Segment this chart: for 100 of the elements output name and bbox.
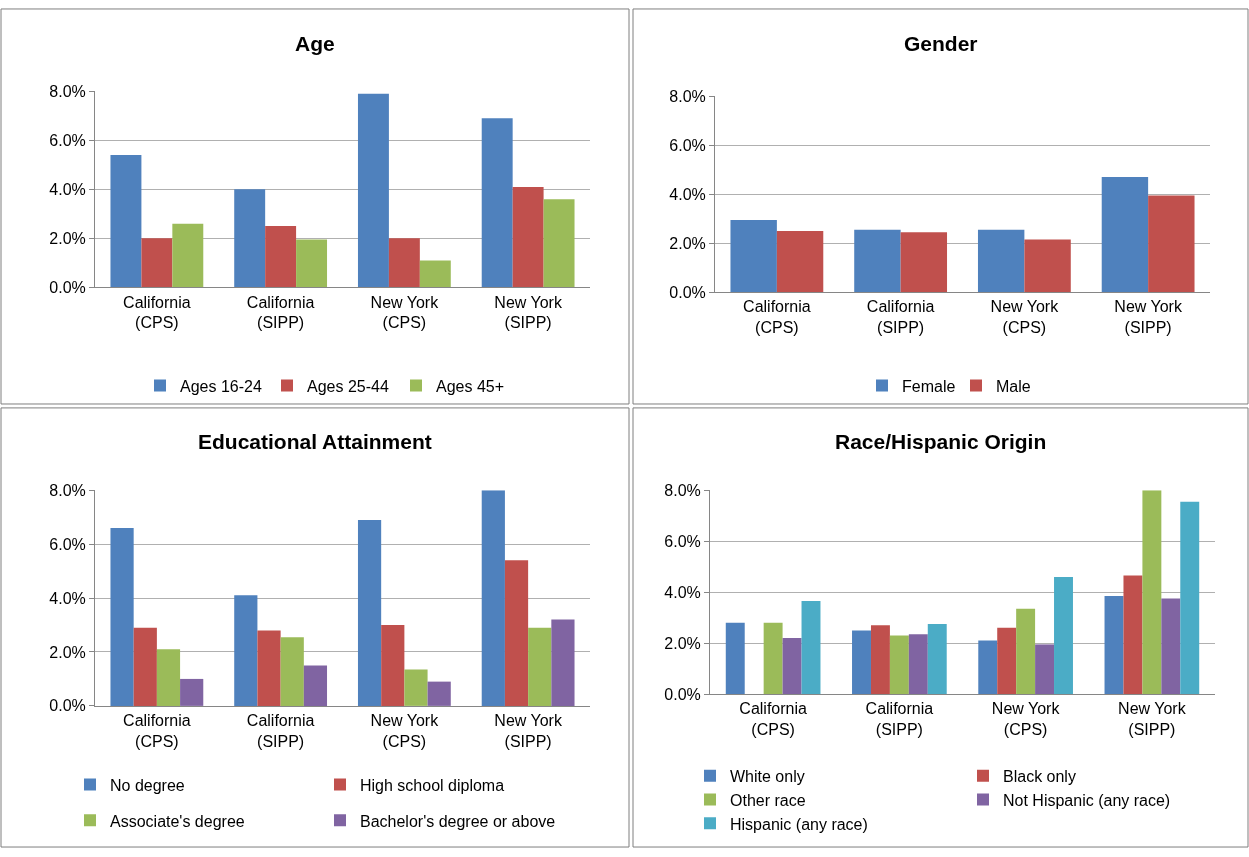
x-tick-label: New York (SIPP) bbox=[494, 293, 563, 332]
bar bbox=[1148, 195, 1195, 293]
bar bbox=[1180, 501, 1200, 695]
legend-label: Associate's degree bbox=[110, 812, 245, 830]
legend-label: High school diploma bbox=[360, 776, 505, 794]
bar bbox=[234, 595, 258, 706]
legend-label: Other race bbox=[730, 791, 806, 809]
x-tick-label: California (SIPP) bbox=[246, 712, 315, 750]
bar bbox=[512, 186, 544, 288]
bar bbox=[763, 622, 783, 695]
y-tick-label: 8.0% bbox=[669, 87, 706, 105]
legend-label: Black only bbox=[1003, 767, 1076, 785]
bar bbox=[381, 625, 405, 706]
y-tick-label: 6.0% bbox=[49, 131, 86, 149]
bar bbox=[388, 238, 420, 288]
legend-label: Bachelor's degree or above bbox=[360, 812, 556, 830]
y-tick-label: 8.0% bbox=[49, 82, 86, 100]
bar bbox=[404, 669, 428, 706]
legend-label: Ages 16-24 bbox=[180, 377, 262, 395]
y-tick-label: 2.0% bbox=[664, 634, 701, 652]
x-tick-label: New York (SIPP) bbox=[1118, 700, 1187, 739]
bar bbox=[908, 634, 928, 695]
bar bbox=[900, 232, 948, 293]
bar bbox=[419, 260, 451, 288]
bar bbox=[782, 638, 802, 695]
chart-title: Gender bbox=[904, 32, 978, 55]
bar bbox=[110, 155, 142, 288]
bar bbox=[889, 635, 909, 695]
bar bbox=[1016, 608, 1036, 695]
y-tick-label: 4.0% bbox=[49, 589, 86, 607]
bar bbox=[776, 230, 824, 293]
bar bbox=[1142, 490, 1162, 695]
y-tick-label: 2.0% bbox=[49, 229, 86, 247]
chart-title: Race/Hispanic Origin bbox=[835, 430, 1047, 453]
y-tick-label: 4.0% bbox=[664, 583, 701, 601]
bar bbox=[257, 630, 281, 706]
x-tick-label: New York (CPS) bbox=[990, 298, 1060, 337]
x-tick-label: California (SIPP) bbox=[866, 298, 935, 337]
bar bbox=[280, 637, 304, 706]
bar bbox=[481, 490, 505, 706]
bar bbox=[1104, 596, 1124, 695]
chart-title: Educational Attainment bbox=[198, 430, 432, 453]
bar bbox=[1054, 576, 1073, 695]
bar bbox=[1161, 598, 1181, 695]
y-tick-label: 8.0% bbox=[664, 481, 701, 499]
legend-label: Hispanic (any race) bbox=[730, 815, 868, 833]
bar bbox=[296, 239, 328, 288]
y-tick-label: 6.0% bbox=[49, 535, 86, 553]
x-tick-label: California (SIPP) bbox=[246, 293, 315, 332]
bar bbox=[870, 625, 890, 695]
x-tick-label: California (CPS) bbox=[123, 712, 191, 750]
bar bbox=[997, 627, 1017, 695]
y-tick-label: 4.0% bbox=[49, 180, 86, 198]
legend-label: No degree bbox=[110, 776, 185, 794]
x-tick-label: California (CPS) bbox=[739, 700, 808, 739]
bar bbox=[180, 678, 204, 706]
legend-label: Ages 45+ bbox=[436, 377, 505, 395]
chart-title: Age bbox=[295, 32, 335, 55]
y-tick-label: 6.0% bbox=[664, 532, 701, 550]
bar bbox=[1024, 239, 1071, 293]
x-tick-label: California (CPS) bbox=[123, 293, 191, 332]
bar bbox=[234, 189, 266, 288]
bar bbox=[854, 229, 901, 293]
bar bbox=[927, 624, 947, 695]
x-tick-label: New York (SIPP) bbox=[494, 712, 563, 750]
y-tick-label: 0.0% bbox=[669, 283, 706, 301]
y-tick-label: 6.0% bbox=[669, 136, 706, 154]
bar bbox=[801, 601, 821, 695]
bar bbox=[543, 199, 575, 288]
x-tick-label: New York (SIPP) bbox=[1114, 298, 1183, 337]
bar bbox=[427, 681, 451, 706]
legend-label: Not Hispanic (any race) bbox=[1003, 791, 1171, 809]
y-tick-label: 0.0% bbox=[49, 278, 86, 296]
bar bbox=[852, 630, 871, 695]
bar bbox=[1101, 177, 1149, 293]
bar bbox=[172, 223, 204, 288]
bar bbox=[978, 640, 998, 695]
bar bbox=[303, 665, 328, 706]
y-tick-label: 8.0% bbox=[49, 481, 86, 499]
legend-label: Male bbox=[996, 377, 1031, 395]
x-tick-label: New York (CPS) bbox=[370, 712, 440, 750]
bar bbox=[1123, 575, 1143, 695]
bar bbox=[141, 238, 173, 288]
bar bbox=[730, 219, 777, 293]
bar bbox=[133, 627, 157, 706]
y-tick-label: 2.0% bbox=[669, 234, 706, 252]
x-tick-label: California (CPS) bbox=[743, 298, 811, 337]
bar bbox=[504, 560, 529, 706]
bar bbox=[725, 622, 745, 695]
bar bbox=[357, 93, 389, 288]
x-tick-label: California (SIPP) bbox=[865, 700, 934, 739]
bar bbox=[481, 118, 513, 288]
y-tick-label: 0.0% bbox=[49, 697, 86, 715]
bar bbox=[528, 627, 552, 706]
bar bbox=[357, 519, 382, 706]
bar bbox=[156, 649, 181, 706]
bar bbox=[551, 619, 575, 706]
legend-label: White only bbox=[730, 767, 805, 785]
y-tick-label: 2.0% bbox=[49, 643, 86, 661]
bar bbox=[110, 527, 134, 706]
